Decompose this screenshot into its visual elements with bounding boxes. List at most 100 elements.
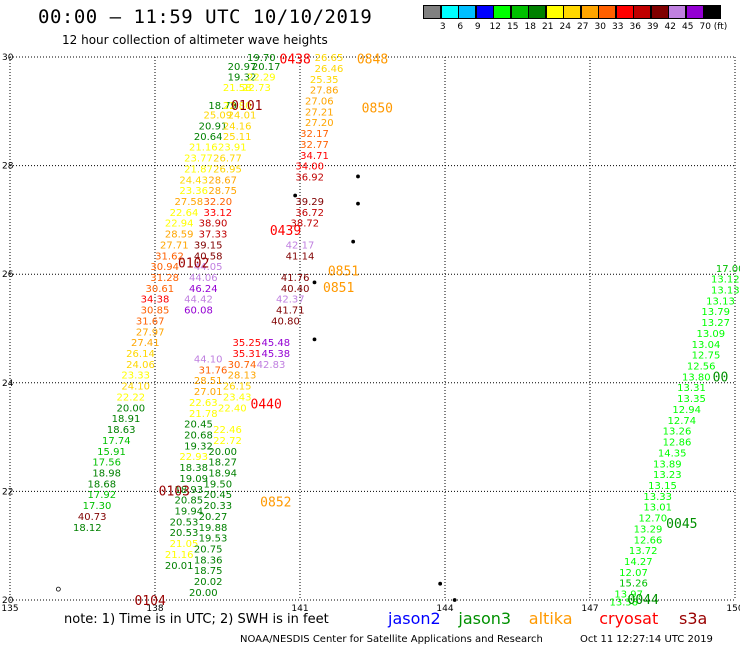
wave-height-value: 13.58 <box>610 598 639 609</box>
footer-timestamp: Oct 11 12:27:14 UTC 2019 <box>580 634 713 645</box>
wave-height-value: 27.41 <box>131 338 160 349</box>
colorbar-value-label: 6 <box>457 22 464 32</box>
wave-height-value: 20.27 <box>199 512 228 523</box>
wave-height-value: 13.89 <box>653 459 682 470</box>
wave-height-value: 18.27 <box>208 458 237 469</box>
wave-height-value: 26.46 <box>315 64 344 75</box>
island-dot <box>55 586 61 592</box>
wave-height-value: 19.09 <box>179 474 208 485</box>
wave-height-value: 22.73 <box>242 83 271 94</box>
wave-height-value: 25.11 <box>223 132 252 143</box>
wave-height-value: 13.80 <box>682 372 711 383</box>
wave-height-value: 25.35 <box>310 75 339 86</box>
pass-time-label: 0440 <box>251 398 282 413</box>
wave-height-value: 19.50 <box>204 479 233 490</box>
wave-height-value: 25.09 <box>204 111 233 122</box>
wave-height-value: 26.65 <box>315 53 344 64</box>
wave-height-value: 38.90 <box>199 219 228 230</box>
axis-tick-labels: 135 138 141 144 147 150 20 22 24 26 28 30 <box>1 53 740 614</box>
wave-height-value: 22.40 <box>218 403 247 414</box>
colorbar-value-label: 70 <box>699 22 711 32</box>
wave-height-value: 33.12 <box>204 208 233 219</box>
wave-height-value: 13.26 <box>663 427 692 438</box>
wave-height-value: 23.91 <box>218 143 247 154</box>
wave-height-value: 18.36 <box>194 555 223 566</box>
wave-height-value: 20.91 <box>199 122 228 133</box>
wave-height-value: 30.74 <box>228 360 257 371</box>
wave-height-value: 22.64 <box>170 208 199 219</box>
wave-height-value: 40.73 <box>78 512 107 523</box>
wave-height-value: 27.01 <box>194 387 223 398</box>
wave-height-value: 27.06 <box>305 97 334 108</box>
wave-height-value: 24.01 <box>228 111 257 122</box>
colorbar-value-label: 30 <box>594 22 606 32</box>
wave-height-value: 22.93 <box>179 452 208 463</box>
pass-time-label: 0848 <box>357 53 388 68</box>
wave-height-value: 60.08 <box>184 306 213 317</box>
wave-height-value: 46.24 <box>189 284 218 295</box>
wave-height-value: 24.06 <box>126 360 155 371</box>
satellite-legend-jason3: jason3 <box>458 609 512 628</box>
y-tick-label: 22 <box>2 487 13 497</box>
island-dot <box>312 337 317 342</box>
satellite-legend-altika: altika <box>528 609 573 628</box>
wave-height-value: 17.92 <box>88 490 117 501</box>
x-tick-label: 150 <box>726 604 740 614</box>
colorbar-value-label: 15 <box>507 22 519 32</box>
colorbar-value-label: 12 <box>489 22 501 32</box>
wave-height-value: 20.02 <box>194 577 223 588</box>
colorbar-value-label: 9 <box>474 22 481 32</box>
y-tick-label: 20 <box>2 596 14 606</box>
colorbar-unit-label: (ft) <box>713 22 728 32</box>
pass-time-label: 00 <box>713 370 729 385</box>
footnote: note: 1) Time is in UTC; 2) SWH is in fe… <box>64 612 329 627</box>
wave-height-value: 22.29 <box>247 73 276 84</box>
chart-subtitle: 12 hour collection of altimeter wave hei… <box>62 33 328 47</box>
wave-height-value: 32.20 <box>204 197 233 208</box>
wave-height-value: 12.07 <box>619 568 648 579</box>
wave-height-value: 13.97 <box>614 590 643 601</box>
colorbar-value-label: 24 <box>559 22 571 32</box>
wave-height-value: 28.75 <box>208 186 237 197</box>
wave-height-value: 22.80 <box>223 101 252 112</box>
wave-height-value: 31.67 <box>136 316 165 327</box>
satellite-legend-cryosat: cryosat <box>599 609 659 628</box>
wave-height-value: 17.30 <box>83 501 112 512</box>
wave-height-value: 13.23 <box>653 470 682 481</box>
wave-height-value: 12.56 <box>687 362 716 373</box>
wave-height-value: 23.36 <box>179 186 208 197</box>
wave-height-value: 44.06 <box>189 273 218 284</box>
wave-height-value: 20.45 <box>204 490 233 501</box>
wave-height-value: 18.98 <box>92 468 121 479</box>
wave-height-value: 22.46 <box>213 425 242 436</box>
wave-height-value: 18.91 <box>112 414 141 425</box>
wave-height-value: 30.61 <box>146 284 175 295</box>
wave-height-value: 13.31 <box>677 383 706 394</box>
wave-height-value: 24.43 <box>179 175 208 186</box>
pass-time-label: 0102 <box>178 256 209 271</box>
pass-time-label: 0103 <box>159 484 190 499</box>
wave-height-value: 18.79 <box>208 101 237 112</box>
wave-height-value: 20.01 <box>165 561 194 572</box>
island-dot <box>452 598 457 602</box>
wave-height-value: 31.76 <box>199 365 228 376</box>
x-tick-label: 135 <box>1 604 18 614</box>
wave-height-value: 27.86 <box>310 86 339 97</box>
wave-height-value: 18.75 <box>194 566 223 577</box>
wave-height-value: 27.71 <box>160 240 189 251</box>
wave-height-value: 19.32 <box>228 73 257 84</box>
wave-height-value: 23.33 <box>121 371 150 382</box>
wave-height-value: 15.26 <box>619 579 648 590</box>
grid-lines <box>9 56 736 601</box>
wave-height-value: 31.28 <box>150 273 179 284</box>
wave-height-value: 18.93 <box>175 485 204 496</box>
island-marks <box>55 174 457 602</box>
wave-height-value: 20.00 <box>117 403 146 414</box>
wave-height-value: 21.78 <box>189 409 218 420</box>
x-tick-label: 144 <box>436 604 453 614</box>
y-tick-label: 26 <box>2 270 14 280</box>
colorbar-value-label: 27 <box>577 22 589 32</box>
wave-height-value: 12.75 <box>692 351 721 362</box>
wave-height-value: 34.38 <box>141 295 170 306</box>
colorbar-value-label: 18 <box>524 22 536 32</box>
